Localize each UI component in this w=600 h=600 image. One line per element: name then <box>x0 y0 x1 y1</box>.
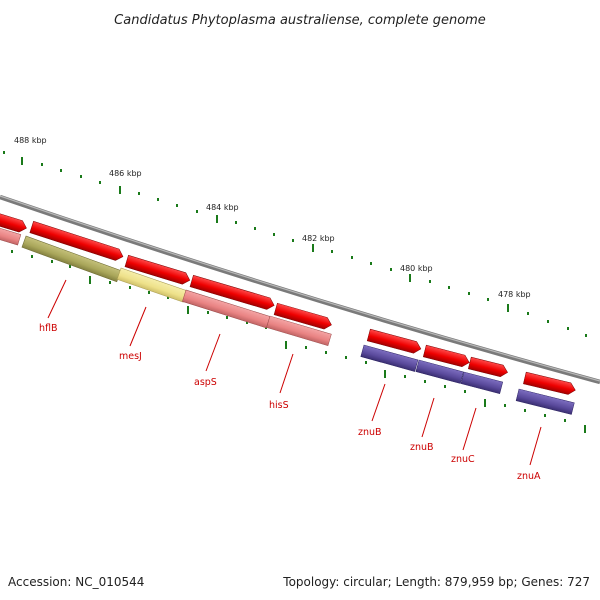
label-leaders <box>47 279 542 466</box>
kbp-label: 482 kbp <box>302 234 335 243</box>
cds-arrow <box>273 302 332 330</box>
cds-arrow <box>468 356 508 378</box>
cds-arrows <box>0 212 576 395</box>
gene-label-hflB: hflB <box>39 323 58 334</box>
gene-label-znuB: znuB <box>410 442 434 453</box>
gene-label-znuA: znuA <box>517 471 541 482</box>
gene-label-mesJ: mesJ <box>119 351 142 362</box>
cds-arrow <box>189 274 275 310</box>
cds-arrow <box>0 212 27 233</box>
accession-text: Accession: NC_010544 <box>8 575 144 589</box>
genome-summary-text: Topology: circular; Length: 879,959 bp; … <box>282 575 590 589</box>
kbp-label: 488 kbp <box>14 136 47 145</box>
kbp-labels: 488 kbp 486 kbp 484 kbp 482 kbp 480 kbp … <box>14 136 531 299</box>
gene-labels: hflB mesJ aspS hisS znuB znuB znuC znuA <box>39 323 541 482</box>
kbp-label: 484 kbp <box>206 203 239 212</box>
cds-arrow <box>422 344 470 368</box>
map-title: Candidatus Phytoplasma australiense, com… <box>114 13 486 28</box>
gene-block-hisS <box>266 315 332 346</box>
gene-block-znuA <box>515 388 575 415</box>
gene-block-partial <box>0 226 22 246</box>
cds-arrow <box>523 371 576 395</box>
gene-block-znuB-2 <box>415 359 464 384</box>
gene-label-znuB: znuB <box>358 427 382 438</box>
gene-label-znuC: znuC <box>451 454 475 465</box>
kbp-label: 478 kbp <box>498 290 531 299</box>
cds-arrow <box>124 254 191 285</box>
gene-blocks <box>0 226 575 415</box>
scale-ticks <box>3 151 587 433</box>
gene-block-znuB-1 <box>360 344 419 372</box>
gene-block-znuC <box>460 371 504 394</box>
cds-arrow <box>366 328 422 354</box>
kbp-label: 480 kbp <box>400 264 433 273</box>
gene-label-hisS: hisS <box>269 400 289 411</box>
genome-backbone <box>0 194 600 385</box>
gene-label-aspS: aspS <box>194 377 217 388</box>
cds-arrow <box>29 220 124 261</box>
kbp-label: 486 kbp <box>109 169 142 178</box>
